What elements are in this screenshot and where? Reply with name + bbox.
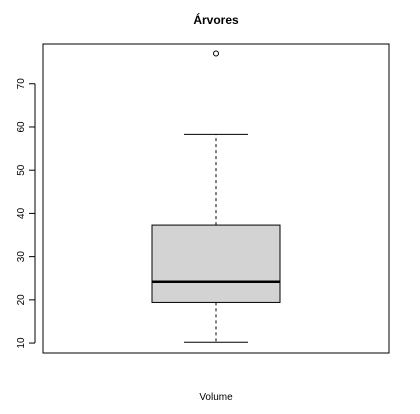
y-axis: 10 20 30 40 50 60 70 bbox=[16, 78, 36, 349]
iqr-box bbox=[151, 224, 281, 303]
y-tick-label: 50 bbox=[16, 164, 27, 176]
outliers bbox=[213, 50, 219, 57]
chart-title: Árvores bbox=[193, 12, 239, 27]
plot-frame bbox=[42, 43, 390, 354]
boxplot bbox=[151, 50, 281, 343]
y-tick-label: 60 bbox=[16, 121, 27, 133]
y-tick-label: 10 bbox=[16, 337, 27, 349]
y-tick-label: 70 bbox=[16, 78, 27, 90]
y-tick-label: 20 bbox=[16, 294, 27, 306]
y-tick-label: 40 bbox=[16, 207, 27, 219]
y-tick-label: 30 bbox=[16, 251, 27, 263]
x-axis-label: Volume bbox=[199, 392, 233, 403]
outlier-point bbox=[213, 50, 219, 57]
